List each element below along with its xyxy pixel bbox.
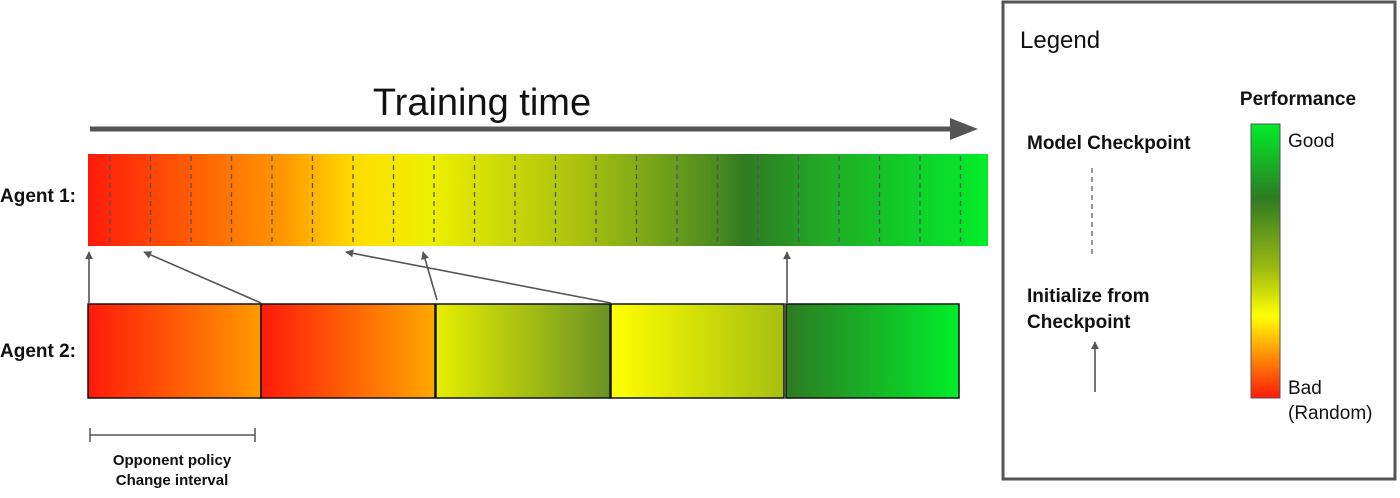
agent2-segment-5 — [785, 303, 960, 399]
interval-label-line2: Change interval — [116, 472, 229, 489]
init-arrow-4 — [345, 249, 612, 304]
legend-checkpoint-label: Model Checkpoint — [1027, 133, 1191, 154]
agent1-checkpoints — [109, 156, 962, 244]
legend-init-label-line2: Checkpoint — [1027, 312, 1131, 333]
agent2-segment-2 — [260, 303, 436, 399]
interval-bracket — [89, 428, 256, 442]
agent2-label: Agent 2: — [0, 341, 76, 362]
legend-init-label-line1: Initialize from — [1027, 286, 1149, 307]
legend-bad-label-line1: Bad — [1288, 378, 1322, 399]
legend-good-label: Good — [1288, 131, 1334, 152]
init-arrows — [85, 249, 791, 304]
legend-performance-title: Performance — [1240, 89, 1356, 110]
interval-label-line1: Opponent policy — [113, 452, 232, 469]
legend-title: Legend — [1020, 27, 1100, 54]
training-time-arrow — [90, 118, 978, 140]
init-arrow-2 — [143, 251, 262, 304]
agent2-segment-1 — [87, 303, 262, 399]
init-arrow-3 — [421, 251, 438, 301]
agent2-segments — [87, 303, 960, 399]
agent1-bar — [88, 154, 988, 246]
training-time-title: Training time — [373, 82, 591, 124]
agent2-segment-4 — [610, 303, 785, 399]
legend-panel — [1001, 0, 1397, 481]
agent1-label: Agent 1: — [0, 186, 76, 207]
legend-performance-scale — [1250, 123, 1281, 399]
agent2-segment-3 — [435, 303, 611, 399]
legend-bad-label-line2: (Random) — [1288, 403, 1372, 424]
